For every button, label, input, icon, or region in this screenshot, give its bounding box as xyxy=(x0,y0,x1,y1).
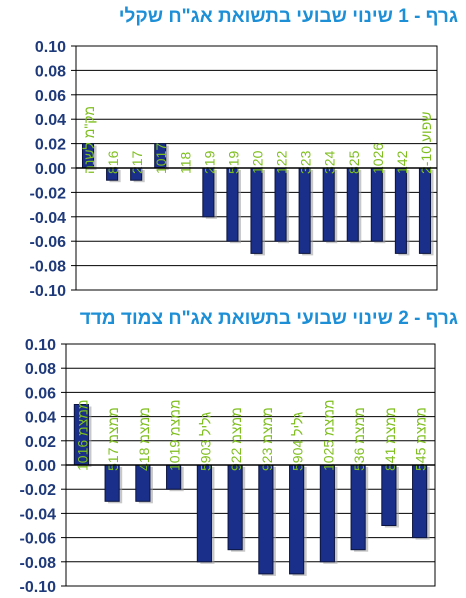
category-label: גליל 5904 xyxy=(290,412,306,471)
y-tick-label: 0.08 xyxy=(25,361,56,378)
y-tick-label: -0.10 xyxy=(30,283,67,300)
y-tick-label: 0.08 xyxy=(35,63,66,80)
bar xyxy=(289,464,305,575)
category-label: שפוע 2-10 xyxy=(418,112,434,174)
y-tick-label: 0.06 xyxy=(35,88,66,105)
bar xyxy=(227,464,243,551)
y-tick-label: -0.08 xyxy=(20,555,57,572)
bar xyxy=(412,464,428,539)
category-label: ממצמ 841 xyxy=(382,407,398,471)
category-label: ממצמ 1019 xyxy=(167,399,183,471)
y-tick-label: 0.10 xyxy=(35,39,66,56)
y-tick-label: 0.04 xyxy=(25,410,56,427)
chart-1-title: גרף - 1 שינוי שבועי בתשואת אג"ח שקלי xyxy=(118,6,458,27)
y-tick-label: -0.04 xyxy=(20,506,57,523)
y-tick-label: -0.02 xyxy=(20,482,57,499)
category-label: ממצמ 418 xyxy=(136,407,152,471)
y-tick-label: 0.00 xyxy=(35,161,66,178)
bar xyxy=(258,464,274,575)
y-tick-label: -0.06 xyxy=(20,531,57,548)
category-label: 1017 xyxy=(153,143,169,174)
y-tick-label: 0.04 xyxy=(35,112,66,129)
bar xyxy=(196,464,212,563)
y-tick-label: -0.04 xyxy=(30,210,67,227)
chart-1-plot: 0.10 0.08 0.06 0.04 0.02 0.00 -0.02 -0.04 -0.06 -… xyxy=(30,39,438,300)
category-label: גליל 5903 xyxy=(197,412,213,471)
category-label: ממצמ 517 xyxy=(105,407,121,471)
y-tick-label: 0.06 xyxy=(25,385,56,402)
category-label: ממצמ 923 xyxy=(259,407,275,471)
y-tick-label: -0.08 xyxy=(30,259,67,276)
y-tick-label: -0.10 xyxy=(20,579,57,596)
bar xyxy=(319,464,335,563)
category-label: ממצמ 545 xyxy=(413,407,429,471)
category-label: מק"מ לשנה xyxy=(81,106,97,174)
category-label: ממצמ 922 xyxy=(228,407,244,471)
category-label: ממצמ 1025 xyxy=(320,399,336,471)
category-label: 1026 xyxy=(370,143,386,174)
y-tick-label: 0.02 xyxy=(25,434,56,451)
y-tick-label: -0.06 xyxy=(30,234,67,251)
y-tick-label: 0.00 xyxy=(25,458,56,475)
category-label: ממצמ 1016 xyxy=(74,399,90,471)
y-tick-label: 0.10 xyxy=(25,337,56,354)
bar xyxy=(381,464,397,526)
chart-2-title: גרף - 2 שינוי שבועי בתשואת אג"ח צמוד מדד xyxy=(79,308,458,329)
y-tick-label: -0.02 xyxy=(30,185,67,202)
bar xyxy=(350,464,366,551)
category-label: ממצמ 536 xyxy=(351,407,367,471)
y-tick-label: 0.02 xyxy=(35,137,66,154)
